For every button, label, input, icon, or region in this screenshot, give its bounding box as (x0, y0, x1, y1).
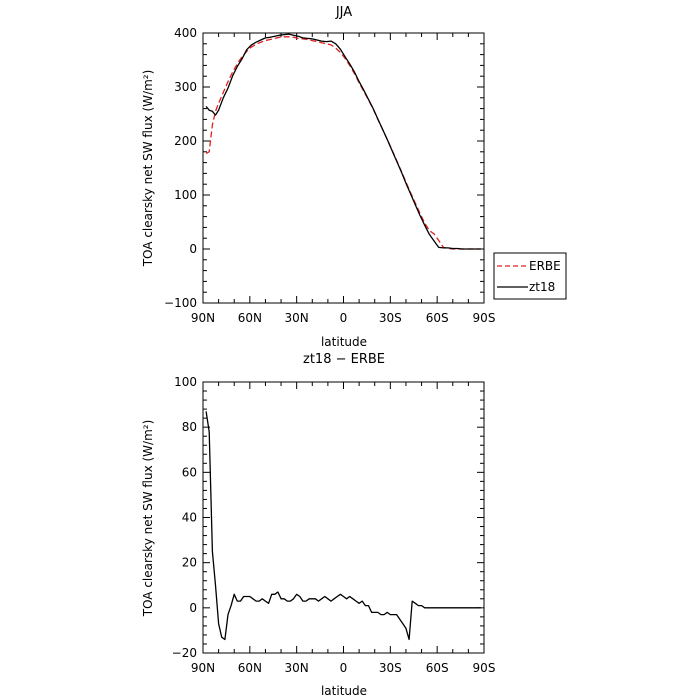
panel2-y-tick-label: 0 (189, 601, 197, 615)
panel2-x-tick-label: 90S (473, 661, 496, 675)
legend-label-erbe: ERBE (529, 259, 561, 273)
panel1-x-tick-label: 30N (285, 311, 309, 325)
panel2-y-tick-label: −20 (172, 646, 197, 660)
panel2-frame (202, 381, 485, 654)
panel1-x-tick-label: 30S (379, 311, 402, 325)
panel2-xlabel: latitude (321, 684, 367, 698)
panel2-y-tick-label: 100 (174, 375, 197, 389)
panel1-y-tick-labels: −100 0 100 200 300 400 (164, 26, 197, 310)
panel1-series-line-erbe (205, 36, 481, 250)
panel1-y-tick-label: −100 (164, 296, 197, 310)
panel1-frame (202, 32, 485, 304)
panel1-x-tick-label: 60N (238, 311, 262, 325)
panel1-ylabel: TOA clearsky net SW flux (W/m²) (141, 70, 155, 268)
panel1-y-tick-label: 200 (174, 134, 197, 148)
panel2-x-tick-label: 60S (426, 661, 449, 675)
panel1-x-tick-label: 0 (340, 311, 348, 325)
legend: ERBE zt18 (493, 252, 567, 300)
panel2-x-tick-label: 0 (340, 661, 348, 675)
panel1-x-tick-label: 90N (191, 311, 215, 325)
panel1-xlabel: latitude (321, 335, 367, 349)
panel1-y-tick-label: 300 (174, 80, 197, 94)
panel-bottom-chart: zt18 − ERBE TOA clearsky net SW flux (W/… (141, 352, 495, 698)
panel2-y-tick-label: 80 (182, 420, 197, 434)
panel1-plot-area (205, 33, 481, 250)
panel2-x-tick-label: 30S (379, 661, 402, 675)
panel2-title: zt18 − ERBE (303, 352, 385, 367)
panel2-x-tick-label: 30N (285, 661, 309, 675)
panel2-y-tick-label: 20 (182, 556, 197, 570)
panel2-series-line-series-0 (205, 411, 481, 641)
panel1-ticks (202, 32, 485, 304)
panel1-y-tick-label: 0 (189, 242, 197, 256)
panel1-series-line-zt18 (205, 33, 481, 250)
panel2-ylabel: TOA clearsky net SW flux (W/m²) (141, 420, 155, 618)
panel2-y-tick-labels: −20 0 20 40 60 80 100 (172, 375, 197, 660)
panel1-y-tick-label: 100 (174, 188, 197, 202)
panel1-y-tick-label: 400 (174, 26, 197, 40)
panel2-ticks (202, 381, 485, 654)
panel2-y-tick-label: 60 (182, 465, 197, 479)
panel1-title: JJA (335, 5, 352, 20)
panel2-y-tick-label: 40 (182, 511, 197, 525)
panel2-plot-area (205, 411, 481, 641)
panel1-x-tick-labels: 90N 60N 30N 0 30S 60S 90S (191, 311, 496, 325)
panel1-x-tick-label: 60S (426, 311, 449, 325)
panel1-x-tick-label: 90S (473, 311, 496, 325)
panel2-x-tick-label: 60N (238, 661, 262, 675)
legend-box (493, 252, 567, 300)
panel-top-chart: JJA TOA clearsky net SW flux (W/m²) lati… (141, 5, 495, 349)
legend-label-zt18: zt18 (529, 280, 555, 294)
panel2-x-tick-label: 90N (191, 661, 215, 675)
panel2-x-tick-labels: 90N 60N 30N 0 30S 60S 90S (191, 661, 496, 675)
